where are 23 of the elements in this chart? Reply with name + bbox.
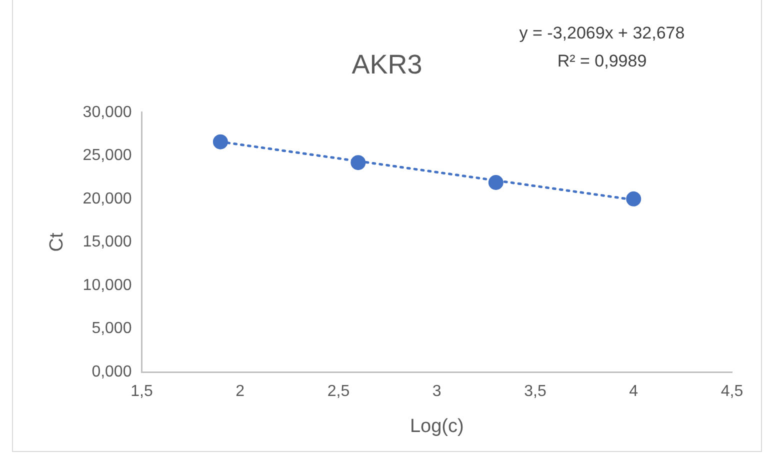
x-tick-label: 4 [629, 383, 638, 400]
x-tick-label: 2 [236, 383, 245, 400]
x-axis-title: Log(c) [410, 416, 464, 437]
text: y = -3,2069x + 32,678 [519, 24, 685, 43]
y-tick-label: 25,000 [82, 147, 132, 164]
x-tick-label: 2,5 [327, 383, 350, 400]
x-tick-label: 1,5 [130, 383, 153, 400]
text: R² = 0,9989 [557, 52, 647, 71]
point [212, 134, 228, 150]
y-axis-title: Ct [46, 232, 68, 252]
y-tick-label: 30,000 [82, 104, 132, 121]
y-tick-label: 0,000 [92, 363, 132, 380]
y-tick-label: 15,000 [82, 234, 132, 251]
y-tick-label: 20,000 [82, 190, 132, 208]
point [488, 174, 504, 190]
point [626, 191, 642, 206]
chart-title: AKR3 [352, 50, 422, 80]
x-tick-label: 3,5 [524, 383, 546, 400]
y-tick-label: 10,000 [82, 276, 132, 294]
y-tick-label: 5,000 [92, 320, 132, 338]
point [350, 155, 366, 170]
x-tick-label: 3 [432, 383, 442, 400]
x-tick-label: 4,5 [720, 383, 744, 400]
